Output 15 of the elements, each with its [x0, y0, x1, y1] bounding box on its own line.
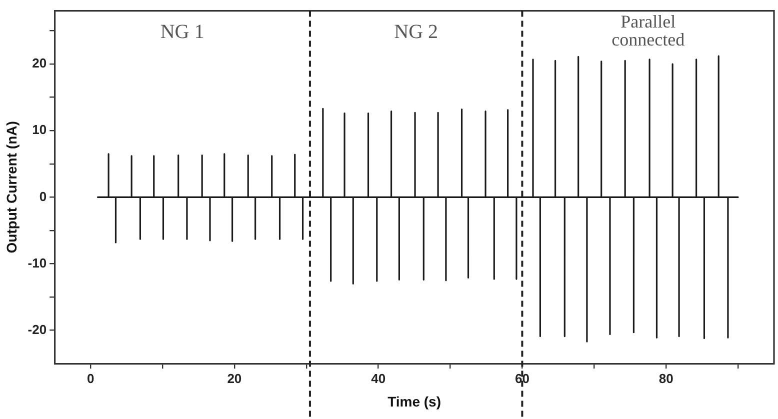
- annotation: NG 1: [160, 21, 204, 44]
- y-tick-label: 20: [32, 56, 47, 71]
- x-tick-label: 20: [227, 370, 242, 386]
- annotation: Parallel connected: [612, 12, 685, 50]
- y-tick-label: -20: [28, 322, 47, 337]
- y-tick-label: -10: [28, 255, 47, 270]
- x-tick-label: 80: [658, 370, 674, 386]
- y-tick-label: 10: [32, 122, 47, 138]
- x-tick-label: 40: [371, 370, 386, 386]
- x-axis-title: Time (s): [388, 393, 442, 410]
- y-axis-title: Output Current (nA): [3, 121, 20, 254]
- annotation: NG 2: [394, 21, 438, 44]
- x-tick-label: 0: [86, 370, 94, 386]
- y-tick-label: 0: [39, 188, 47, 204]
- x-tick-label: 60: [514, 370, 530, 386]
